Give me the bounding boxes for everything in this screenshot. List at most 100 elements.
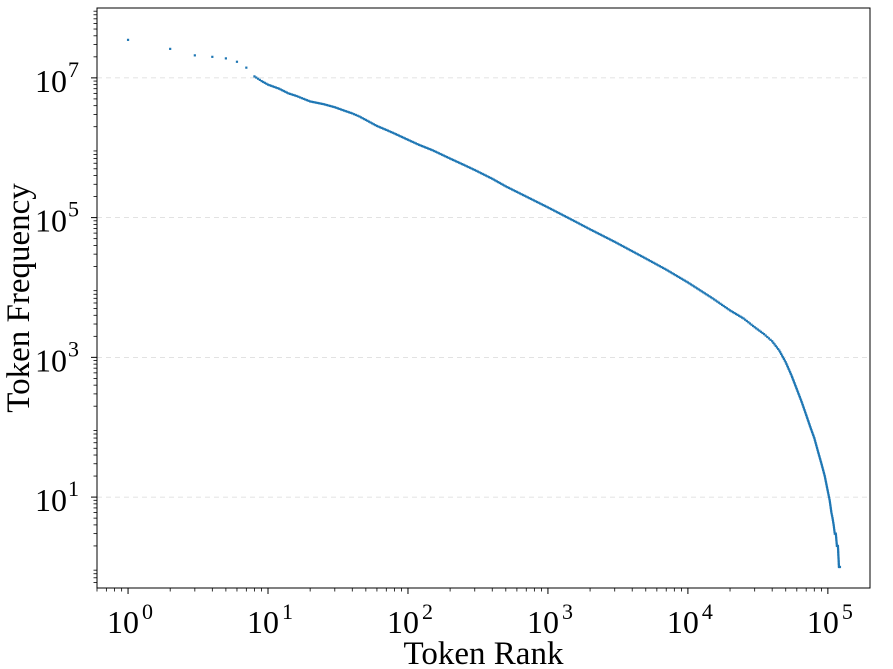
data-point: [692, 285, 696, 288]
data-point: [739, 315, 742, 318]
data-point: [624, 246, 627, 249]
data-point: [825, 485, 829, 489]
data-point: [640, 254, 643, 258]
data-point: [325, 103, 328, 107]
data-point: [500, 182, 503, 185]
data-point: [546, 206, 550, 209]
data-point: [584, 225, 587, 228]
data-point: [330, 105, 333, 108]
data-point: [483, 173, 486, 176]
data-point: [646, 258, 649, 261]
data-point: [824, 479, 827, 482]
data-point: [428, 147, 431, 151]
data-point: [309, 100, 312, 103]
x-tick-label: 10: [527, 604, 559, 640]
data-point: [557, 211, 560, 215]
data-point: [792, 378, 795, 382]
data-point: [647, 259, 651, 262]
data-point: [794, 385, 797, 388]
data-point: [393, 132, 396, 135]
data-point: [702, 291, 705, 294]
data-point: [328, 104, 332, 108]
data-point: [832, 522, 835, 525]
data-point: [456, 160, 459, 164]
data-point: [836, 544, 840, 548]
data-point: [832, 523, 835, 526]
data-point: [453, 159, 456, 162]
data-point: [464, 164, 467, 167]
data-point: [802, 407, 806, 410]
data-point: [819, 459, 822, 462]
data-point: [391, 131, 394, 134]
data-point: [650, 260, 654, 264]
data-point: [459, 162, 462, 165]
data-point: [807, 419, 810, 423]
data-point: [539, 202, 542, 205]
y-tick-exponent: 5: [68, 197, 79, 222]
data-point: [431, 149, 434, 152]
data-point: [826, 487, 829, 490]
data-point: [663, 267, 666, 270]
data-point: [803, 408, 806, 412]
data-point: [805, 413, 808, 417]
data-point: [787, 367, 790, 370]
data-point: [526, 196, 529, 199]
data-point: [788, 371, 792, 374]
data-point: [369, 121, 372, 124]
data-point: [644, 257, 647, 260]
data-point: [784, 361, 787, 364]
data-point: [747, 321, 750, 324]
y-tick-label: 10: [35, 203, 67, 239]
data-point: [814, 441, 817, 445]
data-point: [346, 110, 349, 113]
data-point: [828, 500, 831, 503]
data-point: [744, 318, 747, 321]
data-point: [445, 155, 449, 159]
data-point: [815, 445, 818, 448]
data-point: [511, 188, 514, 191]
data-point: [811, 432, 814, 435]
data-point: [515, 190, 518, 193]
data-point: [266, 83, 270, 86]
data-point: [253, 75, 256, 78]
data-point: [793, 382, 796, 385]
data-point: [752, 324, 755, 328]
data-point: [462, 163, 465, 166]
data-point: [596, 232, 599, 235]
data-point: [598, 232, 601, 236]
data-point: [315, 101, 318, 104]
data-point: [816, 448, 819, 451]
data-point: [319, 102, 322, 105]
data-point: [829, 506, 832, 510]
data-point: [750, 323, 753, 326]
data-point: [359, 116, 363, 119]
data-point: [472, 168, 475, 171]
data-point: [764, 334, 767, 337]
x-axis-ticks: 10 0 10 1 10 2 10 3 10 4 10 5: [96, 588, 853, 640]
data-point: [437, 152, 441, 155]
x-tick-label: 10: [107, 604, 139, 640]
x-tick-exponent: 3: [562, 599, 573, 624]
data-point: [256, 77, 260, 80]
data-point: [654, 262, 657, 265]
data-point: [683, 279, 686, 282]
data-point: [588, 228, 592, 231]
data-point: [742, 317, 745, 320]
data-point: [333, 106, 336, 109]
data-point: [285, 91, 288, 94]
data-point: [358, 115, 361, 118]
data-point: [661, 266, 665, 270]
data-point: [494, 179, 497, 182]
data-point: [748, 322, 752, 325]
data-point: [336, 107, 340, 110]
data-point: [616, 242, 619, 245]
data-point: [756, 328, 759, 331]
data-point: [430, 148, 433, 151]
data-point: [517, 191, 520, 194]
data-point: [778, 349, 781, 352]
data-point: [211, 55, 214, 58]
data-point: [394, 133, 398, 136]
data-point: [830, 509, 833, 513]
data-point: [417, 143, 421, 146]
